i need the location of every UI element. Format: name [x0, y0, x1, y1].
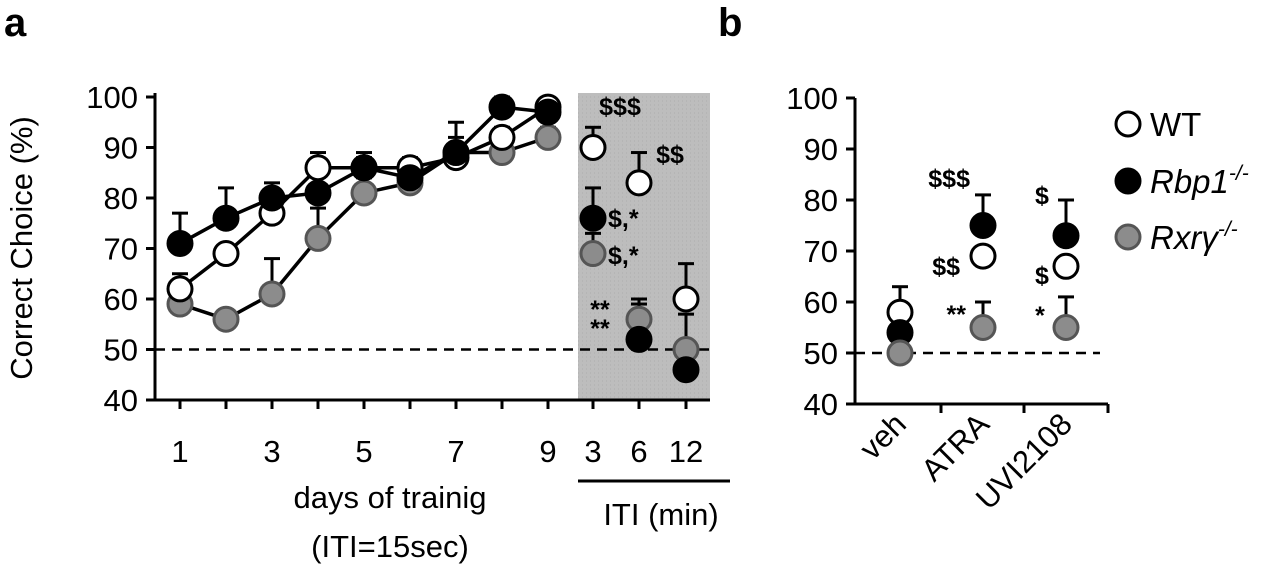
data-point-rxrg — [886, 339, 914, 367]
y-tick-label: 50 — [104, 333, 138, 368]
panel-a-annotations: $$$$$$,*$,***** — [590, 93, 684, 343]
y-tick-label: 90 — [104, 131, 138, 166]
data-point-rxrg — [969, 314, 997, 341]
legend: WT Rbp1-/- Rxrγ-/- — [1114, 106, 1249, 256]
data-point-rxrg — [304, 224, 332, 252]
x-axis-title-line-1: days of trainig — [294, 480, 487, 515]
y-tick-label: 60 — [104, 282, 138, 317]
significance-label: $$ — [656, 141, 684, 169]
y-tick-label: 40 — [104, 383, 138, 418]
data-point-wt — [969, 242, 997, 270]
data-point-rxrg — [212, 305, 240, 333]
data-point-rbp1 — [488, 93, 516, 121]
y-tick-label: 70 — [104, 232, 138, 267]
data-point-rbp1 — [625, 325, 653, 353]
significance-label: $ — [1035, 262, 1049, 290]
y-tick-label: 40 — [804, 387, 838, 422]
data-point-rbp1 — [969, 212, 997, 239]
data-point-rbp1 — [1052, 222, 1080, 250]
panel-letter-a: a — [4, 1, 27, 45]
significance-label: ** — [590, 296, 610, 324]
y-tick-label: 60 — [804, 285, 838, 320]
legend-marker-rbp1 — [1114, 167, 1142, 195]
data-point-rxrg — [534, 123, 562, 151]
x-tick-label: 7 — [447, 434, 464, 469]
legend-label-wt: WT — [1150, 106, 1201, 143]
x-tick-label: 3 — [263, 434, 280, 469]
data-point-rbp1 — [212, 204, 240, 232]
x-tick-label: 3 — [584, 434, 601, 469]
data-point-rbp1 — [442, 139, 470, 167]
x-axis-title-line-2: (ITI=15sec) — [311, 529, 469, 564]
significance-label: $$$ — [928, 165, 970, 193]
significance-label: $,* — [608, 205, 639, 233]
x-tick-label: 1 — [171, 434, 188, 469]
data-point-rbp1 — [304, 179, 332, 207]
data-point-wt — [625, 169, 653, 197]
data-point-wt — [212, 240, 240, 268]
x-category-label: veh — [853, 406, 913, 466]
data-point-rbp1 — [258, 184, 286, 212]
data-point-wt — [1052, 252, 1080, 280]
y-tick-label: 100 — [86, 80, 138, 115]
y-tick-label: 80 — [104, 181, 138, 216]
x-tick-label: 9 — [539, 434, 556, 469]
data-point-rxrg — [1052, 314, 1080, 341]
x-tick-label: 5 — [355, 434, 372, 469]
panel-b-annotations: $$$$$**$$* — [928, 165, 1049, 330]
data-point-rxrg — [258, 280, 286, 308]
panel-letter-b: b — [718, 1, 742, 45]
significance-label: $,* — [608, 242, 639, 270]
data-point-rbp1 — [579, 204, 607, 232]
data-point-rbp1 — [350, 154, 378, 182]
y-tick-label: 70 — [804, 234, 838, 269]
significance-label: ** — [590, 315, 610, 343]
significance-label: * — [1035, 302, 1045, 330]
legend-label-rxrg: Rxrγ-/- — [1150, 218, 1238, 256]
data-point-rbp1 — [534, 98, 562, 126]
x-tick-label: 12 — [669, 434, 703, 469]
legend-marker-wt — [1114, 110, 1142, 138]
y-tick-label: 50 — [804, 336, 838, 371]
x-tick-label: 6 — [630, 434, 647, 469]
data-point-wt — [304, 154, 332, 182]
legend-marker-rxrg — [1114, 223, 1142, 251]
significance-label: $$$ — [599, 93, 641, 121]
data-point-rbp1 — [396, 164, 424, 192]
y-axis-title: Correct Choice (%) — [4, 116, 39, 380]
data-point-rbp1 — [166, 229, 194, 257]
significance-label: $$ — [932, 253, 960, 281]
y-tick-label: 100 — [786, 81, 838, 116]
legend-label-rbp1: Rbp1-/- — [1150, 162, 1249, 200]
data-point-rxrg — [579, 240, 607, 268]
data-point-wt — [579, 134, 607, 161]
panel-a-series — [166, 93, 700, 384]
significance-label: $ — [1035, 182, 1049, 210]
data-point-rbp1 — [672, 356, 700, 384]
data-point-rxrg — [350, 179, 378, 207]
significance-label: ** — [947, 301, 967, 329]
y-tick-label: 90 — [804, 132, 838, 167]
panel-b-series — [886, 193, 1080, 367]
data-point-wt — [672, 285, 700, 313]
data-point-wt — [488, 123, 516, 151]
y-tick-label: 80 — [804, 183, 838, 218]
data-point-wt — [166, 275, 194, 303]
iti-axis-title: ITI (min) — [603, 497, 718, 532]
